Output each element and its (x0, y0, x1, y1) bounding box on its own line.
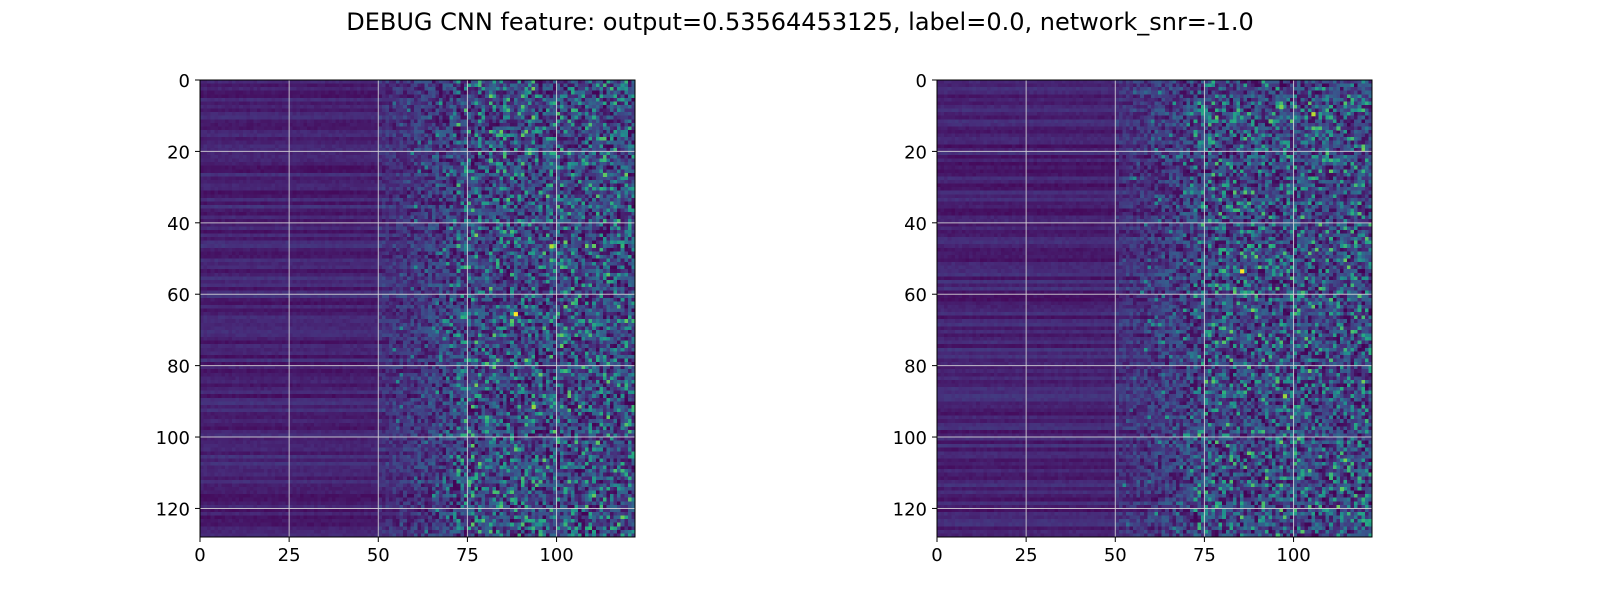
y-tick-label: 120 (156, 499, 190, 520)
y-tick-label: 0 (179, 71, 190, 92)
y-tick-label: 0 (916, 71, 927, 92)
heatmap-hotspot-cell (1311, 112, 1316, 117)
axes-frame (936, 79, 1373, 538)
heatmap-hotspot-cell (602, 172, 608, 177)
heatmap-image (200, 80, 635, 537)
heatmap-hotspot-cell (549, 244, 554, 249)
y-tick-label: 120 (893, 499, 927, 520)
y-tick-label: 80 (167, 357, 190, 378)
y-tick-label: 20 (167, 142, 190, 163)
heatmap-hotspot-cell (595, 440, 600, 445)
heatmap-hotspot-cell (510, 497, 515, 502)
heatmap-hotspot-cell (467, 479, 472, 485)
figure-title: DEBUG CNN feature: output=0.53564453125,… (346, 8, 1254, 36)
x-tick-label: 75 (456, 545, 479, 566)
heatmap-hotspot-cell (1339, 487, 1345, 492)
x-tick-label: 50 (1104, 545, 1127, 566)
y-tick-label: 100 (156, 428, 190, 449)
y-tick-label: 20 (904, 142, 927, 163)
x-tick-label: 0 (931, 545, 942, 566)
x-tick-label: 75 (1193, 545, 1216, 566)
heatmap-hotspot-cell (1268, 119, 1273, 124)
x-tick-label: 100 (1276, 545, 1310, 566)
x-tick-label: 25 (278, 545, 301, 566)
y-tick-label: 100 (893, 428, 927, 449)
heatmap-panel-right: 0 25 50 75 100 0 20 40 60 80 100 120 (893, 71, 1373, 566)
heatmap-hotspot-cell (1300, 290, 1305, 295)
heatmap-image (937, 80, 1372, 537)
y-tick-label: 60 (167, 285, 190, 306)
y-tick-label: 40 (167, 214, 190, 235)
x-tick-label: 25 (1015, 545, 1038, 566)
x-tick-label: 100 (539, 545, 573, 566)
heatmap-hotspot-cell (531, 404, 536, 410)
heatmap-hotspot-cell (1279, 104, 1284, 110)
y-tick-label: 40 (904, 214, 927, 235)
heatmap-hotspot-cell (1275, 533, 1280, 538)
heatmap-hotspot-cell (1282, 394, 1288, 399)
axes-frame (199, 79, 636, 538)
y-tick-label: 60 (904, 285, 927, 306)
heatmap-panel-left: 0 25 50 75 100 0 20 40 60 80 100 120 (156, 71, 636, 566)
heatmap-hotspot-cell (1240, 269, 1245, 274)
x-tick-label: 0 (194, 545, 205, 566)
y-tick-label: 80 (904, 357, 927, 378)
heatmap-hotspot-cell (488, 158, 493, 163)
heatmap-hotspot-cell (1336, 126, 1341, 131)
x-tick-label: 50 (367, 545, 390, 566)
heatmap-hotspot-cell (513, 312, 518, 317)
